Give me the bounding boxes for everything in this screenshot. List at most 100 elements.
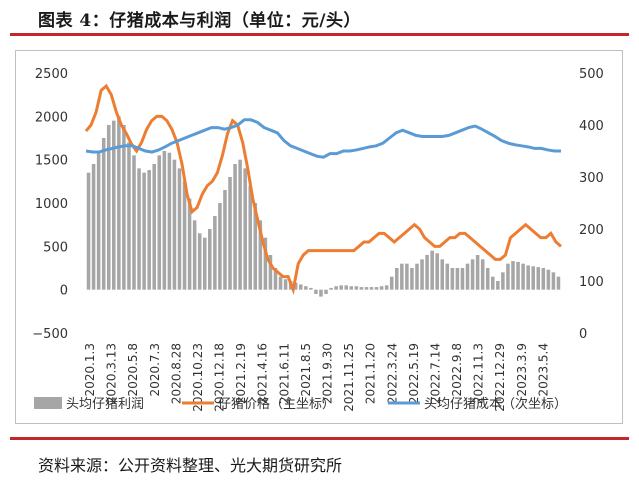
profit-bar [122, 125, 126, 290]
profit-bar [117, 116, 121, 290]
profit-bar [157, 155, 162, 290]
profit-bars [86, 116, 561, 297]
profit-bar [197, 233, 202, 290]
left-tick-label: −500 [32, 327, 68, 342]
top-accent-rule [10, 33, 629, 36]
profit-bar [511, 261, 515, 290]
right-tick-label: 300 [579, 171, 604, 186]
profit-bar [506, 263, 510, 290]
x-tick-label: 2022.11.3 [472, 343, 486, 404]
profit-bar [248, 185, 252, 290]
profit-bar [496, 281, 500, 290]
source-note: 资料来源：公开资料整理、光大期货研究所 [38, 456, 343, 475]
profit-bar [536, 267, 541, 290]
x-tick-label: 2022.12.29 [493, 343, 507, 412]
profit-bar [263, 237, 268, 290]
x-tick-label: 2022.5.19 [407, 343, 421, 404]
x-tick-label: 2021.6.11 [277, 343, 291, 404]
chart-title: 图表 4：仔猪成本与利润（单位：元/头） [38, 11, 361, 31]
profit-bar [470, 259, 475, 290]
x-axis-ticks: 2020.1.3 2020.3.13 2020.5.8 2020.7.3 2020.8.… [83, 343, 550, 412]
profit-bar [208, 229, 212, 290]
profit-bar [450, 268, 455, 290]
profit-bar [460, 268, 465, 290]
profit-bar [132, 155, 136, 290]
x-tick-label: 2022.7.14 [429, 343, 443, 404]
legend-label-profit: 头均仔猪利润 [66, 397, 144, 412]
profit-bar [127, 142, 131, 290]
profit-bar [147, 170, 151, 290]
profit-bar [152, 164, 156, 290]
profit-bar [218, 203, 222, 290]
profit-bar [253, 203, 258, 290]
right-tick-label: 500 [579, 67, 604, 82]
profit-bar [384, 285, 389, 290]
x-tick-label: 2021.9.30 [321, 343, 335, 404]
price-line [84, 83, 562, 296]
chart-legend: 头均仔猪利润 仔猪价格（主坐标） 头均仔猪成本（次坐标） [34, 396, 567, 412]
profit-bar [177, 168, 182, 290]
cost-line [85, 118, 561, 159]
profit-bar [228, 177, 232, 290]
x-tick-label: 2022.3.24 [385, 343, 399, 404]
profit-bar [485, 268, 490, 290]
right-tick-label: 0 [579, 327, 587, 342]
profit-bar [440, 259, 445, 290]
x-tick-label: 2022.9.8 [450, 343, 464, 396]
right-tick-label: 200 [579, 223, 604, 238]
profit-bar [258, 220, 263, 290]
x-tick-label: 2020.8.28 [169, 343, 183, 404]
profit-bar [309, 287, 313, 290]
profit-bar [389, 276, 394, 290]
profit-bar [521, 263, 525, 290]
profit-bar [182, 181, 187, 290]
profit-bar [223, 190, 227, 290]
profit-bar [425, 255, 429, 290]
x-tick-label: 2021.2.19 [234, 343, 248, 404]
right-tick-label: 400 [579, 119, 604, 134]
profit-bar [379, 286, 384, 290]
profit-bar [349, 286, 354, 290]
x-tick-label: 2021.1.20 [364, 343, 378, 404]
x-tick-label: 2020.3.13 [105, 343, 119, 404]
profit-bar [324, 289, 328, 294]
profit-bar [238, 159, 242, 290]
left-tick-label: 2000 [35, 110, 68, 125]
profit-bar [369, 287, 374, 290]
profit-bar [293, 282, 298, 290]
profit-bar [298, 284, 303, 290]
profit-bar [400, 263, 404, 290]
profit-bar [501, 272, 505, 290]
profit-bar [420, 259, 424, 290]
profit-bar [137, 168, 141, 290]
profit-bar [172, 159, 177, 290]
profit-bar [213, 216, 217, 290]
profit-bar [319, 289, 323, 297]
profit-bar [202, 237, 207, 290]
profit-bar [233, 164, 237, 290]
legend-swatch-profit [34, 397, 62, 409]
left-tick-label: 2500 [35, 67, 68, 82]
profit-bar [491, 276, 495, 290]
profit-bar [359, 287, 364, 290]
profit-bar [268, 255, 273, 290]
profit-bar [435, 253, 439, 290]
profit-bar [395, 268, 399, 290]
x-tick-label: 2020.5.8 [126, 343, 140, 396]
profit-bar [278, 276, 283, 290]
left-tick-label: 1000 [35, 197, 68, 212]
profit-bar [283, 279, 288, 290]
profit-bar [546, 269, 551, 290]
profit-bar [480, 259, 485, 290]
profit-bar [410, 268, 414, 290]
profit-bar [430, 250, 434, 290]
profit-bar [475, 255, 480, 290]
profit-bar [187, 198, 192, 290]
x-tick-label: 2020.1.3 [83, 343, 97, 396]
profit-bar [142, 172, 146, 290]
profit-bar [243, 168, 247, 290]
profit-bar [344, 285, 349, 290]
profit-bar [96, 151, 101, 290]
x-tick-label: 2023.3.9 [515, 343, 529, 396]
profit-bar [551, 272, 556, 290]
